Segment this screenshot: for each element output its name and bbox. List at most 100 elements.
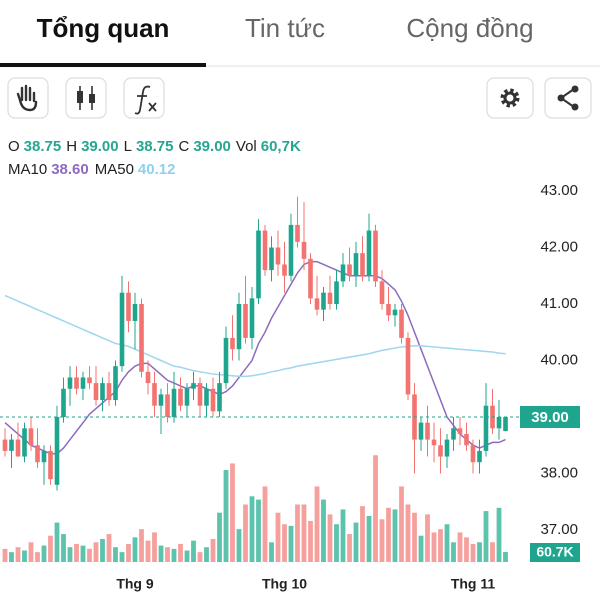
candle-body — [340, 264, 346, 282]
candle-button[interactable] — [65, 77, 107, 119]
tab[interactable]: Tổng quan — [37, 13, 170, 43]
volume-bar — [451, 542, 456, 562]
gear-icon — [503, 91, 517, 105]
volume-bar — [67, 547, 73, 562]
candle-body — [366, 230, 372, 276]
volume-bar — [470, 543, 476, 562]
candle-body — [41, 450, 47, 463]
y-tick-label: 43.00 — [540, 182, 578, 199]
share-icon — [571, 85, 579, 93]
candle-body — [405, 337, 411, 395]
candle-body — [132, 304, 138, 321]
volume-tag: 60.7K — [536, 544, 573, 560]
volume-bar — [113, 547, 118, 562]
volume-bar — [269, 542, 274, 562]
candle-body — [334, 281, 339, 304]
candle-body — [178, 388, 183, 406]
volume-bar — [334, 524, 339, 562]
candle-body — [373, 230, 378, 282]
share-icon — [571, 103, 579, 111]
ma-label: MA50 — [95, 161, 134, 178]
hand-icon — [16, 84, 38, 112]
ohlc-value: 38.75 — [24, 138, 62, 155]
candle-body — [210, 388, 216, 412]
volume-bar — [366, 516, 372, 562]
candle-body — [262, 230, 268, 271]
candle-body — [87, 377, 92, 384]
volume-bar — [262, 486, 268, 562]
volume-bar — [9, 552, 14, 562]
volume-bar — [405, 504, 411, 562]
volume-bar — [139, 529, 144, 562]
x-tick-label: Thg 9 — [116, 576, 154, 592]
volume-bar — [28, 542, 34, 562]
volume-bar — [236, 529, 242, 562]
volume-bar — [191, 540, 196, 562]
candle-body — [48, 450, 53, 480]
volume-bar — [197, 552, 203, 562]
candle-body — [275, 247, 281, 265]
volume-bar — [360, 506, 365, 562]
candle-body — [22, 428, 27, 457]
volume-bar — [2, 548, 8, 562]
candle-body — [503, 417, 508, 432]
volume-bar — [249, 496, 255, 562]
volume-bar — [347, 534, 352, 562]
candle-body — [217, 383, 222, 412]
hand-button[interactable] — [7, 77, 49, 119]
volume-bar — [48, 535, 53, 562]
candle-body — [321, 292, 326, 310]
y-tick-label: 40.00 — [540, 351, 578, 368]
candle-body — [392, 309, 398, 316]
tab[interactable]: Cộng đồng — [406, 13, 533, 43]
fx-button[interactable] — [123, 77, 165, 119]
ma-label: MA10 — [8, 161, 47, 178]
volume-bar — [165, 547, 170, 562]
candle-body — [353, 253, 359, 276]
volume-bar — [100, 539, 105, 562]
y-tick-label: 41.00 — [540, 295, 578, 312]
volume-bar — [132, 537, 138, 562]
candle-body — [457, 428, 463, 434]
volume-bar — [145, 540, 151, 562]
volume-bar — [425, 514, 430, 562]
candle-body — [80, 377, 86, 389]
volume-bar — [282, 524, 287, 562]
price-tag: 39.00 — [531, 409, 569, 426]
volume-bar — [275, 512, 281, 562]
volume-bar — [392, 509, 398, 562]
candle-body — [126, 292, 131, 321]
candle-body — [2, 439, 8, 451]
volume-bar — [431, 532, 437, 562]
volume-bar — [379, 519, 385, 562]
tab[interactable]: Tin tức — [245, 13, 325, 43]
candle-body — [314, 298, 320, 310]
candle-body — [15, 439, 21, 457]
candle-body — [399, 309, 404, 338]
share-button[interactable] — [544, 77, 592, 119]
volume-bar — [230, 463, 235, 562]
y-tick-label: 37.00 — [540, 521, 578, 538]
candle-body — [223, 337, 229, 384]
volume-bar — [93, 542, 99, 562]
candle-body — [483, 405, 489, 451]
candle-body — [165, 394, 170, 417]
candle-body — [171, 388, 177, 417]
volume-bar — [210, 539, 216, 562]
candle-body — [444, 439, 450, 457]
candle-body — [386, 304, 391, 316]
volume-bar — [386, 507, 391, 562]
ma-line: MA10 38.60 MA50 40.12 — [8, 161, 175, 178]
candle-body — [256, 230, 261, 299]
settings-button[interactable] — [486, 77, 534, 119]
candle-body — [327, 292, 333, 304]
ma-value: 40.12 — [138, 161, 176, 178]
ohlc-line: O 38.75 H 39.00 L 38.75 C 39.00 Vol 60,7K — [8, 138, 301, 155]
ma-value: 38.60 — [51, 161, 89, 178]
volume-bar — [204, 547, 209, 562]
candle-body — [477, 450, 482, 463]
volume-bar — [464, 537, 469, 562]
x-tick-label: Thg 11 — [451, 576, 496, 592]
candle-body — [308, 258, 313, 299]
fx-icon — [134, 85, 157, 115]
